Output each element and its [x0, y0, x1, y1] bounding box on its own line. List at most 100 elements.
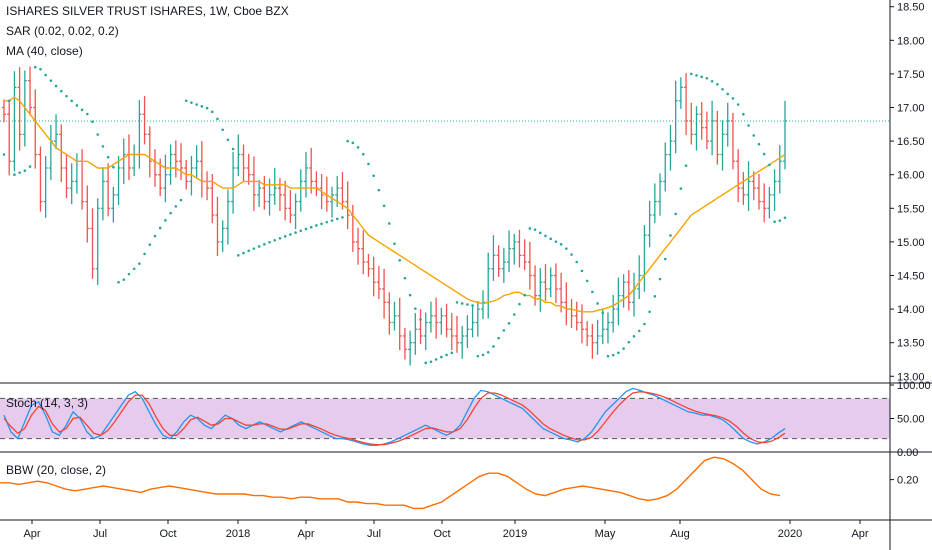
sar-dot: [414, 307, 417, 310]
sar-dot: [492, 345, 495, 348]
stoch-k-line: [3, 387, 786, 446]
sar-dot: [127, 272, 131, 276]
sar-dot: [700, 75, 703, 79]
price-tick-label: 13.00: [897, 371, 925, 383]
sar-dot: [507, 322, 511, 325]
sar-dot: [325, 220, 329, 224]
time-tick-label: Apr: [851, 528, 868, 540]
sar-dot: [398, 259, 402, 262]
sar-dot: [617, 351, 620, 355]
sar-dot: [580, 269, 584, 273]
price-tick-label: 16.50: [897, 136, 925, 148]
sar-dot: [502, 329, 506, 332]
sar-dot: [257, 245, 261, 248]
sar-dot: [554, 240, 558, 243]
sar-dot: [283, 235, 287, 238]
sar-dot: [768, 163, 771, 167]
sar-dot: [106, 155, 110, 159]
time-tick-label: Oct: [433, 528, 450, 540]
price-tick-label: 14.50: [897, 270, 925, 282]
sar-dot: [132, 267, 136, 271]
sar-dot: [403, 276, 407, 280]
sar-dot: [736, 103, 740, 106]
sar-dot: [695, 74, 698, 77]
sar-dot: [549, 237, 552, 241]
sar-dot: [429, 360, 433, 364]
sar-dot: [304, 227, 308, 231]
sar-dot: [632, 335, 636, 338]
parabolic-sar-dots: [2, 65, 787, 365]
sar-dot: [75, 104, 79, 107]
sar-dot: [669, 234, 672, 237]
sar-dot: [346, 139, 349, 143]
sar-dot: [372, 174, 375, 178]
stoch-legend-label: Stoch (14, 3, 3): [6, 396, 89, 410]
sar-dot: [65, 94, 68, 98]
sar-dot: [101, 145, 105, 148]
sar-dot: [601, 311, 605, 315]
sar-dot: [570, 253, 573, 256]
sar-dot: [622, 347, 625, 350]
sar-dot: [611, 353, 615, 357]
sar-dot: [533, 228, 537, 231]
sar-dot: [91, 120, 94, 124]
bollinger-bandwidth-line: [0, 456, 781, 510]
sar-dot: [658, 277, 662, 281]
sar-dot: [138, 262, 141, 265]
sar-dot: [408, 293, 412, 297]
bbw-legend-label: BBW (20, close, 2): [6, 463, 107, 477]
sar-dot: [648, 310, 651, 314]
sar-dot: [455, 301, 459, 304]
time-tick-label: Apr: [297, 528, 314, 540]
ma-series-line: [4, 96, 786, 313]
sar-dot: [591, 290, 594, 294]
sar-dot: [7, 99, 11, 103]
sar-dot: [330, 219, 334, 222]
sar-dot: [544, 234, 547, 238]
sar-dot: [210, 110, 214, 114]
sar-dot: [216, 117, 219, 121]
price-tick-label: 18.00: [897, 35, 925, 47]
sar-dot: [726, 92, 730, 96]
ma-legend-label: MA (40, close): [6, 44, 83, 58]
sar-dot: [361, 152, 365, 156]
sar-dot: [148, 243, 152, 247]
sar-dot: [445, 353, 448, 357]
sar-dot: [341, 216, 344, 219]
sar-dot: [742, 112, 745, 116]
stochastic-lines: [3, 387, 786, 446]
sar-dot: [653, 295, 657, 298]
sar-dot: [419, 318, 422, 321]
sar-dot: [424, 361, 428, 365]
sar-dot: [86, 112, 89, 116]
stoch-tick-label: 0.00: [897, 447, 918, 459]
sar-dot: [393, 242, 396, 246]
sar-dot: [518, 302, 521, 306]
sar-dot: [762, 152, 766, 156]
sar-dot: [117, 280, 120, 284]
sar-dot: [757, 142, 761, 146]
sar-dot: [627, 340, 631, 344]
sar-dot: [382, 204, 386, 208]
sar-dot: [471, 304, 474, 307]
sar-dot: [112, 165, 115, 169]
sar-dot: [205, 106, 209, 110]
sar-dot: [778, 219, 782, 222]
time-tick-label: Aug: [670, 528, 690, 540]
sar-dot: [335, 217, 339, 221]
time-tick-label: Jul: [367, 528, 381, 540]
sar-dot: [70, 99, 73, 103]
sar-dot: [565, 247, 568, 250]
sar-dot: [221, 128, 224, 132]
sar-dot: [268, 240, 271, 244]
stoch-band-fill: [0, 398, 890, 439]
sar-dot: [721, 87, 724, 91]
sar-dot: [538, 231, 542, 235]
sar-dot: [752, 134, 756, 137]
sar-dot: [23, 169, 27, 173]
sar-dot: [309, 225, 313, 229]
sar-dot: [13, 173, 16, 177]
sar-dot: [247, 249, 251, 253]
sar-dot: [174, 205, 178, 208]
